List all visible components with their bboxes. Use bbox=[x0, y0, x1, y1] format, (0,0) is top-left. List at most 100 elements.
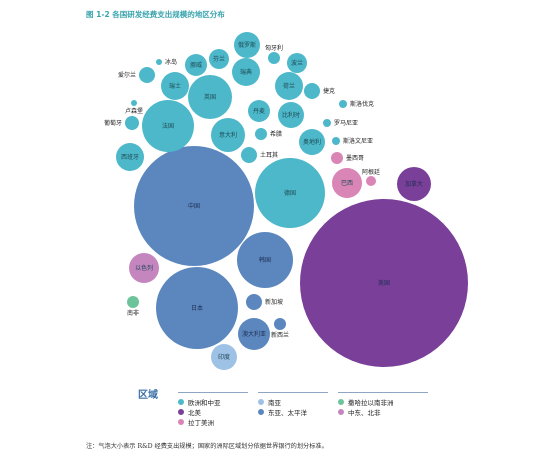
bubble-7: 意大利 bbox=[211, 118, 245, 152]
bubble-label: 南非 bbox=[127, 309, 139, 317]
bubble-14: 瑞士 bbox=[161, 72, 189, 100]
legend-title: 区域 bbox=[138, 390, 158, 401]
bubble-5: 法国 bbox=[142, 100, 194, 152]
bubble-20: 俄罗斯 bbox=[234, 32, 260, 58]
bubble-label: 挪威 bbox=[190, 61, 202, 69]
bubble-label: 韩国 bbox=[259, 256, 271, 264]
bubble-37: 墨西哥 bbox=[331, 152, 364, 164]
bubble-circle bbox=[131, 100, 137, 106]
bubble-21: 波兰 bbox=[287, 53, 307, 73]
bubble-label: 法国 bbox=[162, 122, 174, 130]
bubble-label: 冰岛 bbox=[165, 58, 177, 66]
bubble-12: 瑞典 bbox=[232, 58, 260, 86]
bubble-label: 俄罗斯 bbox=[238, 41, 256, 49]
bubble-circle bbox=[275, 72, 303, 100]
bubble-circle bbox=[268, 52, 280, 64]
bubble-circle bbox=[246, 294, 262, 310]
bubble-circle bbox=[255, 158, 325, 228]
legend-label: 中东、北非 bbox=[348, 409, 381, 417]
legend-item-north-america: 北美 bbox=[178, 407, 201, 417]
bubble-circle bbox=[339, 100, 347, 108]
bubble-35: 罗马尼亚 bbox=[323, 119, 358, 127]
legend-item-africa: 撒哈拉以南非洲 bbox=[338, 397, 394, 407]
legend-swatch bbox=[258, 409, 264, 415]
legend: 区域 欧洲和中亚 南亚 撒哈拉以南非洲 北美 东亚、太平洋 中东、北非 拉丁美洲 bbox=[138, 384, 428, 427]
bubble-circle bbox=[185, 54, 207, 76]
bubble-23: 印度 bbox=[211, 344, 237, 370]
legend-swatch bbox=[338, 409, 344, 415]
bubble-label: 比利时 bbox=[282, 111, 300, 119]
bubble-36: 斯洛文尼亚 bbox=[332, 137, 373, 145]
bubble-circle bbox=[209, 49, 229, 69]
bubble-circle bbox=[299, 129, 325, 155]
legend-swatch bbox=[178, 399, 184, 405]
bubble-circle bbox=[156, 59, 162, 65]
bubble-17: 丹麦 bbox=[248, 100, 270, 122]
bubble-label: 意大利 bbox=[219, 131, 237, 139]
bubble-circle bbox=[232, 58, 260, 86]
bubble-circle bbox=[234, 32, 260, 58]
bubble-label: 奥地利 bbox=[303, 138, 321, 146]
bubble-0: 美国 bbox=[300, 199, 468, 367]
bubble-27: 希腊 bbox=[255, 128, 282, 140]
bubble-16: 奥地利 bbox=[299, 129, 325, 155]
bubble-label: 印度 bbox=[218, 353, 230, 361]
bubble-label: 瑞士 bbox=[169, 82, 181, 90]
bubble-circle bbox=[134, 146, 254, 266]
bubble-26: 土耳其 bbox=[241, 147, 278, 163]
bubble-label: 斯洛文尼亚 bbox=[343, 137, 373, 145]
bubble-circle bbox=[332, 137, 340, 145]
bubble-18: 芬兰 bbox=[209, 49, 229, 69]
bubble-9: 以色列 bbox=[129, 253, 159, 283]
bubble-label: 英国 bbox=[204, 93, 216, 101]
bubble-4: 韩国 bbox=[237, 232, 293, 288]
bubble-2: 日本 bbox=[156, 267, 238, 349]
bubble-circle bbox=[366, 176, 376, 186]
legend-label: 北美 bbox=[188, 409, 201, 417]
bubble-6: 英国 bbox=[188, 75, 232, 119]
bubble-19: 挪威 bbox=[185, 54, 207, 76]
bubble-label: 美国 bbox=[378, 279, 390, 287]
figure-title: 图 1-2 各国研发经费支出规模的地区分布 bbox=[86, 10, 225, 19]
legend-item-east-asia: 东亚、太平洋 bbox=[258, 407, 307, 417]
legend-swatch bbox=[258, 399, 264, 405]
bubble-15: 比利时 bbox=[278, 102, 304, 128]
legend-label: 拉丁美洲 bbox=[188, 419, 214, 427]
bubble-11: 澳大利亚 bbox=[238, 318, 270, 350]
bubble-circle bbox=[139, 67, 155, 83]
legend-label: 欧洲和中亚 bbox=[188, 399, 221, 407]
bubble-label: 德国 bbox=[284, 189, 296, 197]
legend-item-mena: 中东、北非 bbox=[338, 407, 381, 417]
legend-item-latin-america: 拉丁美洲 bbox=[178, 417, 214, 427]
bubble-39: 南非 bbox=[127, 296, 139, 317]
bubble-label: 丹麦 bbox=[253, 107, 265, 115]
legend-divider-2 bbox=[258, 392, 328, 393]
bubble-circle bbox=[397, 167, 431, 201]
bubble-label: 土耳其 bbox=[260, 151, 278, 159]
legend-divider-3 bbox=[338, 392, 428, 393]
bubble-circle bbox=[255, 128, 267, 140]
legend-swatch bbox=[178, 409, 184, 415]
bubble-circle bbox=[142, 100, 194, 152]
bubble-circle bbox=[237, 232, 293, 288]
bubble-circle bbox=[156, 267, 238, 349]
bubble-circle bbox=[211, 118, 245, 152]
bubble-circle bbox=[304, 83, 320, 99]
bubble-label: 爱尔兰 bbox=[118, 71, 136, 79]
legend-item-south-asia: 南亚 bbox=[258, 397, 281, 407]
bubble-25: 新西兰 bbox=[271, 318, 289, 339]
bubble-label: 墨西哥 bbox=[346, 155, 364, 162]
bubble-circle bbox=[127, 296, 139, 308]
bubble-circle bbox=[331, 152, 343, 164]
bubble-label: 捷克 bbox=[323, 87, 335, 95]
legend-label: 南亚 bbox=[268, 399, 281, 407]
legend-label: 撒哈拉以南非洲 bbox=[348, 399, 394, 407]
bubble-circle bbox=[323, 119, 331, 127]
bubble-circle bbox=[161, 72, 189, 100]
bubble-38: 阿根廷 bbox=[362, 168, 380, 186]
bubble-label: 阿根廷 bbox=[362, 168, 380, 176]
bubble-label: 巴西 bbox=[341, 180, 353, 187]
bubble-circle bbox=[129, 253, 159, 283]
legend-divider-1 bbox=[178, 392, 248, 393]
